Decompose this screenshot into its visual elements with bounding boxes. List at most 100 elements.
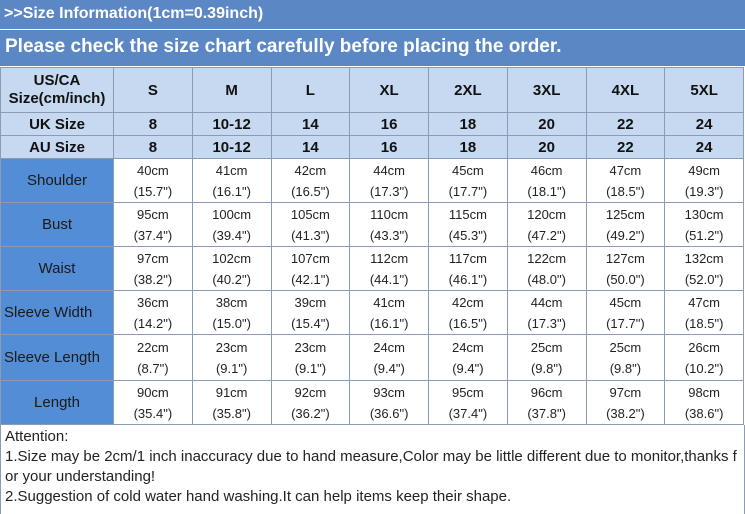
size-cell: 20 <box>506 135 587 159</box>
measure-cell: 102cm (40.2") <box>191 246 272 291</box>
measure-cell: 132cm (52.0") <box>664 246 744 291</box>
inch-value: (16.1") <box>369 315 409 331</box>
size-cell: 16 <box>349 135 429 159</box>
inch-value: (15.4") <box>291 315 330 331</box>
measure-cell: 23cm (9.1") <box>191 334 272 381</box>
size-label: UK Size <box>0 112 114 136</box>
measure-cell: 127cm (50.0") <box>585 246 666 291</box>
measure-cell: 107cm (42.1") <box>270 246 351 291</box>
measure-cell: 112cm (44.1") <box>349 246 429 291</box>
cm-value: 39cm <box>294 294 327 310</box>
cm-value: 42cm <box>451 294 484 310</box>
measure-cell: 42cm (16.5") <box>270 158 351 203</box>
measure-cell: 36cm (14.2") <box>113 290 193 335</box>
inch-value: (35.4") <box>133 405 173 421</box>
cm-value: 22cm <box>136 339 169 355</box>
measure-row: Length 90cm (35.4") 91cm (35.8") 92cm (36.2") 9… <box>0 380 744 425</box>
cm-value: 45cm <box>451 162 484 178</box>
measure-cell: 115cm (45.3") <box>428 202 508 247</box>
measure-cell: 110cm (43.3") <box>349 202 429 247</box>
cm-value: 23cm <box>215 339 248 355</box>
inch-value: (52.0") <box>684 271 724 287</box>
cm-value: 38cm <box>215 294 248 310</box>
measure-cell: 23cm (9.1") <box>270 334 351 381</box>
inch-value: (51.2") <box>684 227 724 243</box>
inch-value: (38.2") <box>133 271 173 287</box>
inch-value: (19.3") <box>684 183 724 199</box>
measure-cell: 91cm (35.8") <box>191 380 272 425</box>
cm-value: 96cm <box>530 384 563 400</box>
measure-cell: 24cm (9.4") <box>428 334 508 381</box>
measure-cell: 44cm (17.3") <box>349 158 429 203</box>
cm-value: 25cm <box>609 339 642 355</box>
cm-value: 25cm <box>530 339 563 355</box>
cm-value: 36cm <box>136 294 169 310</box>
notice-bar: Please check the size chart carefully be… <box>0 30 745 66</box>
inch-value: (18.5") <box>606 183 645 199</box>
cm-value: 130cm <box>684 206 724 222</box>
inch-value: (37.8") <box>527 405 566 421</box>
measure-cell: 125cm (49.2") <box>585 202 666 247</box>
cm-value: 127cm <box>605 250 645 266</box>
measure-cell: 24cm (9.4") <box>349 334 429 381</box>
measure-cell: 45cm (17.7") <box>428 158 508 203</box>
size-cell: 22 <box>585 112 666 136</box>
inch-value: (17.7") <box>448 183 488 199</box>
measure-cell: 25cm (9.8") <box>585 334 666 381</box>
measure-cell: 95cm (37.4") <box>113 202 193 247</box>
inch-value: (9.4") <box>452 360 484 376</box>
inch-value: (46.1") <box>448 271 488 287</box>
measure-cell: 92cm (36.2") <box>270 380 351 425</box>
size-cell: 8 <box>113 135 193 159</box>
cm-value: 91cm <box>215 384 248 400</box>
cm-value: 93cm <box>373 384 406 400</box>
cm-value: 102cm <box>212 250 252 266</box>
cm-value: 122cm <box>527 250 567 266</box>
measure-cell: 45cm (17.7") <box>585 290 666 335</box>
measure-cell: 98cm (38.6") <box>664 380 744 425</box>
measure-label: Length <box>0 380 114 425</box>
inch-value: (8.7") <box>137 360 169 376</box>
size-cell: M <box>191 67 272 113</box>
cm-value: 44cm <box>373 162 406 178</box>
cm-value: 24cm <box>373 339 406 355</box>
inch-value: (17.7") <box>606 315 645 331</box>
measure-cell: 47cm (18.5") <box>585 158 666 203</box>
cm-value: 44cm <box>530 294 563 310</box>
cm-value: 24cm <box>451 339 484 355</box>
measure-cell: 97cm (38.2") <box>585 380 666 425</box>
cm-value: 26cm <box>688 339 721 355</box>
measure-cell: 122cm (48.0") <box>506 246 587 291</box>
size-cell: XL <box>349 67 429 113</box>
size-cell: 2XL <box>428 67 508 113</box>
size-cell: 4XL <box>585 67 666 113</box>
measure-row: Shoulder 40cm (15.7") 41cm (16.1") 42cm (16.5"… <box>0 158 744 203</box>
cm-value: 47cm <box>688 294 721 310</box>
inch-value: (16.5") <box>291 183 330 199</box>
inch-value: (18.1") <box>527 183 566 199</box>
size-cell: 24 <box>664 135 744 159</box>
measure-row: Waist 97cm (38.2") 102cm (40.2") 107cm (42.1")… <box>0 246 744 291</box>
inch-value: (36.2") <box>291 405 330 421</box>
cm-value: 98cm <box>688 384 721 400</box>
cm-value: 46cm <box>530 162 563 178</box>
measure-cell: 117cm (46.1") <box>428 246 508 291</box>
inch-value: (38.6") <box>684 405 724 421</box>
measure-cell: 97cm (38.2") <box>113 246 193 291</box>
inch-value: (39.4") <box>212 227 251 243</box>
attention-title: Attention: <box>5 428 69 445</box>
measure-cell: 42cm (16.5") <box>428 290 508 335</box>
cm-value: 42cm <box>294 162 327 178</box>
size-row: UK Size 8 10-12 14 16 18 20 22 24 <box>0 112 744 136</box>
cm-value: 23cm <box>294 339 327 355</box>
inch-value: (35.8") <box>212 405 251 421</box>
cm-value: 117cm <box>448 250 487 266</box>
inch-value: (50.0") <box>606 271 645 287</box>
size-cell: S <box>113 67 193 113</box>
measure-label: Bust <box>0 202 114 247</box>
cm-value: 92cm <box>294 384 327 400</box>
measure-cell: 26cm (10.2") <box>664 334 744 381</box>
inch-value: (16.1") <box>212 183 251 199</box>
measure-cell: 41cm (16.1") <box>349 290 429 335</box>
